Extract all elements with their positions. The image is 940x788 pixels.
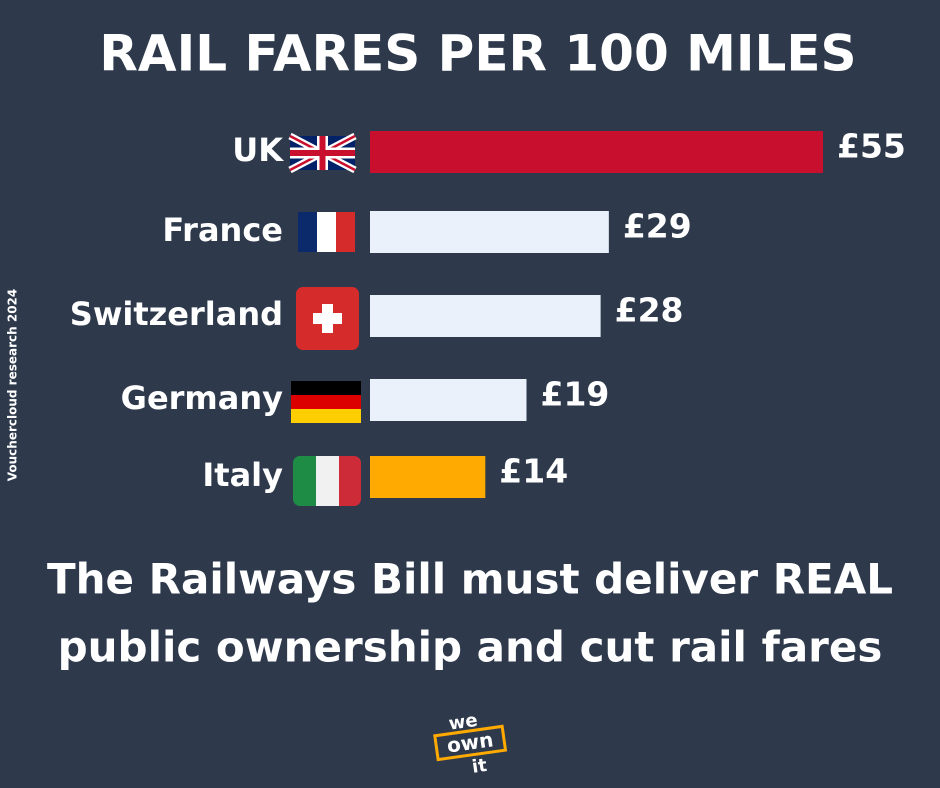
flag-france (298, 212, 355, 252)
value-label: £19 (540, 375, 609, 414)
logo-text: it (471, 755, 489, 778)
flag-switzerland (296, 287, 359, 350)
bar (370, 379, 527, 421)
value-label: £55 (837, 127, 906, 166)
bar (370, 211, 609, 253)
logo-box (433, 724, 508, 762)
message-line: public ownership and cut rail fares (58, 623, 883, 672)
logo: we own it (433, 710, 508, 778)
flag-germany (291, 381, 361, 423)
value-label: £28 (615, 291, 684, 330)
flag-uk (288, 132, 357, 174)
category-label: Switzerland (70, 295, 283, 333)
category-label: Germany (121, 379, 283, 417)
category-label: UK (232, 131, 284, 169)
bar (370, 295, 601, 337)
bar (370, 456, 486, 498)
value-label: £14 (499, 452, 568, 491)
source-note: Vouchercloud research 2024 (6, 289, 20, 482)
message-line: The Railways Bill must deliver REAL (47, 555, 893, 604)
category-label: Italy (202, 456, 283, 494)
chart-title: RAIL FARES PER 100 MILES (99, 25, 856, 83)
bar (370, 131, 823, 173)
category-label: France (162, 211, 283, 249)
flag-italy (293, 456, 361, 506)
value-label: £29 (623, 207, 692, 246)
